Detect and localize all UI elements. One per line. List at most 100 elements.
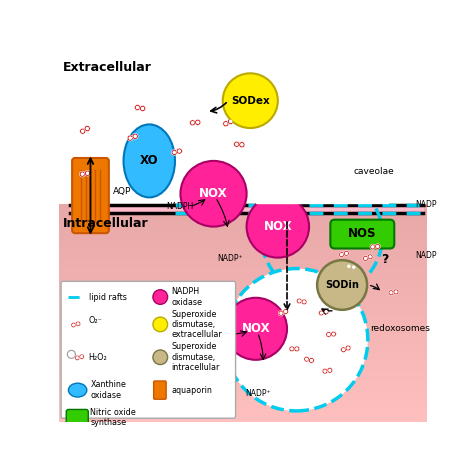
Circle shape xyxy=(298,300,301,302)
Circle shape xyxy=(73,324,74,326)
Circle shape xyxy=(328,333,329,336)
Text: NADP: NADP xyxy=(416,251,437,260)
Text: NADPH
oxidase: NADPH oxidase xyxy=(171,287,202,307)
Circle shape xyxy=(225,123,227,125)
Circle shape xyxy=(395,291,397,293)
Circle shape xyxy=(372,246,374,248)
Text: lipid rafts: lipid rafts xyxy=(89,292,127,301)
Circle shape xyxy=(326,332,331,337)
Circle shape xyxy=(306,358,308,360)
Circle shape xyxy=(79,354,84,359)
Circle shape xyxy=(340,254,343,255)
Text: NOX: NOX xyxy=(199,187,228,200)
Text: Extracellular: Extracellular xyxy=(63,61,152,73)
Circle shape xyxy=(74,356,80,360)
Circle shape xyxy=(370,244,375,250)
Circle shape xyxy=(301,299,307,305)
Text: NADPH: NADPH xyxy=(206,330,233,339)
Circle shape xyxy=(325,310,327,313)
Circle shape xyxy=(341,347,346,353)
Text: SODex: SODex xyxy=(231,96,270,106)
Circle shape xyxy=(284,310,287,312)
Text: Intracellular: Intracellular xyxy=(63,218,148,230)
Circle shape xyxy=(225,298,287,360)
Circle shape xyxy=(86,172,89,174)
Circle shape xyxy=(67,350,75,358)
Bar xyxy=(59,57,427,205)
Circle shape xyxy=(195,119,201,125)
Text: ?: ? xyxy=(381,253,388,266)
Circle shape xyxy=(191,122,194,124)
Circle shape xyxy=(128,135,133,141)
Text: NOX: NOX xyxy=(264,220,292,233)
Circle shape xyxy=(81,173,83,175)
Circle shape xyxy=(132,133,138,139)
Circle shape xyxy=(283,309,288,314)
Circle shape xyxy=(190,120,195,126)
Circle shape xyxy=(363,256,368,261)
Circle shape xyxy=(76,357,78,359)
Circle shape xyxy=(377,246,379,247)
Text: redoxosomes: redoxosomes xyxy=(370,324,429,333)
Circle shape xyxy=(324,370,326,372)
FancyBboxPatch shape xyxy=(154,381,166,399)
Text: NADPH: NADPH xyxy=(166,202,193,211)
Circle shape xyxy=(84,126,90,131)
Circle shape xyxy=(333,333,335,335)
Circle shape xyxy=(348,265,350,267)
Circle shape xyxy=(346,264,352,269)
Circle shape xyxy=(310,359,312,362)
Circle shape xyxy=(246,196,309,258)
Circle shape xyxy=(173,151,175,154)
Circle shape xyxy=(82,130,84,132)
Circle shape xyxy=(375,244,381,249)
Text: NADP: NADP xyxy=(416,200,437,209)
Bar xyxy=(256,166,388,203)
Circle shape xyxy=(75,321,81,327)
Text: NADP⁺: NADP⁺ xyxy=(217,254,243,263)
Circle shape xyxy=(309,358,314,363)
Circle shape xyxy=(344,251,349,256)
FancyBboxPatch shape xyxy=(330,219,394,248)
Circle shape xyxy=(388,290,394,295)
Circle shape xyxy=(197,121,199,123)
Circle shape xyxy=(142,107,144,109)
Circle shape xyxy=(390,292,392,294)
Circle shape xyxy=(176,148,182,154)
Text: caveolae: caveolae xyxy=(353,167,394,176)
Circle shape xyxy=(225,269,368,411)
Text: XO: XO xyxy=(140,155,159,167)
Text: aquaporin: aquaporin xyxy=(171,386,212,395)
Circle shape xyxy=(345,252,347,255)
Text: Nitric oxide
synthase: Nitric oxide synthase xyxy=(91,408,136,427)
Circle shape xyxy=(80,128,86,134)
FancyBboxPatch shape xyxy=(66,410,88,426)
Circle shape xyxy=(86,128,88,130)
Circle shape xyxy=(353,266,355,268)
Text: SODin: SODin xyxy=(325,280,359,290)
Circle shape xyxy=(291,348,293,350)
Circle shape xyxy=(278,310,284,316)
Circle shape xyxy=(346,345,351,351)
Circle shape xyxy=(181,161,246,227)
Circle shape xyxy=(153,317,168,332)
Circle shape xyxy=(296,348,298,350)
Circle shape xyxy=(329,369,331,371)
Circle shape xyxy=(319,310,324,316)
Circle shape xyxy=(137,106,138,109)
Circle shape xyxy=(369,256,371,258)
Text: O₂⁻: O₂⁻ xyxy=(89,316,102,325)
Circle shape xyxy=(367,254,373,259)
Text: NOX: NOX xyxy=(241,322,270,335)
Circle shape xyxy=(289,346,295,352)
Circle shape xyxy=(303,301,305,303)
Circle shape xyxy=(178,150,181,152)
Circle shape xyxy=(342,349,345,351)
Text: Superoxide
dismutase,
extracellular: Superoxide dismutase, extracellular xyxy=(171,310,222,339)
FancyBboxPatch shape xyxy=(61,282,236,418)
Circle shape xyxy=(294,346,300,352)
Circle shape xyxy=(228,118,234,124)
Circle shape xyxy=(323,309,329,314)
Circle shape xyxy=(339,252,344,257)
Bar xyxy=(70,205,423,213)
